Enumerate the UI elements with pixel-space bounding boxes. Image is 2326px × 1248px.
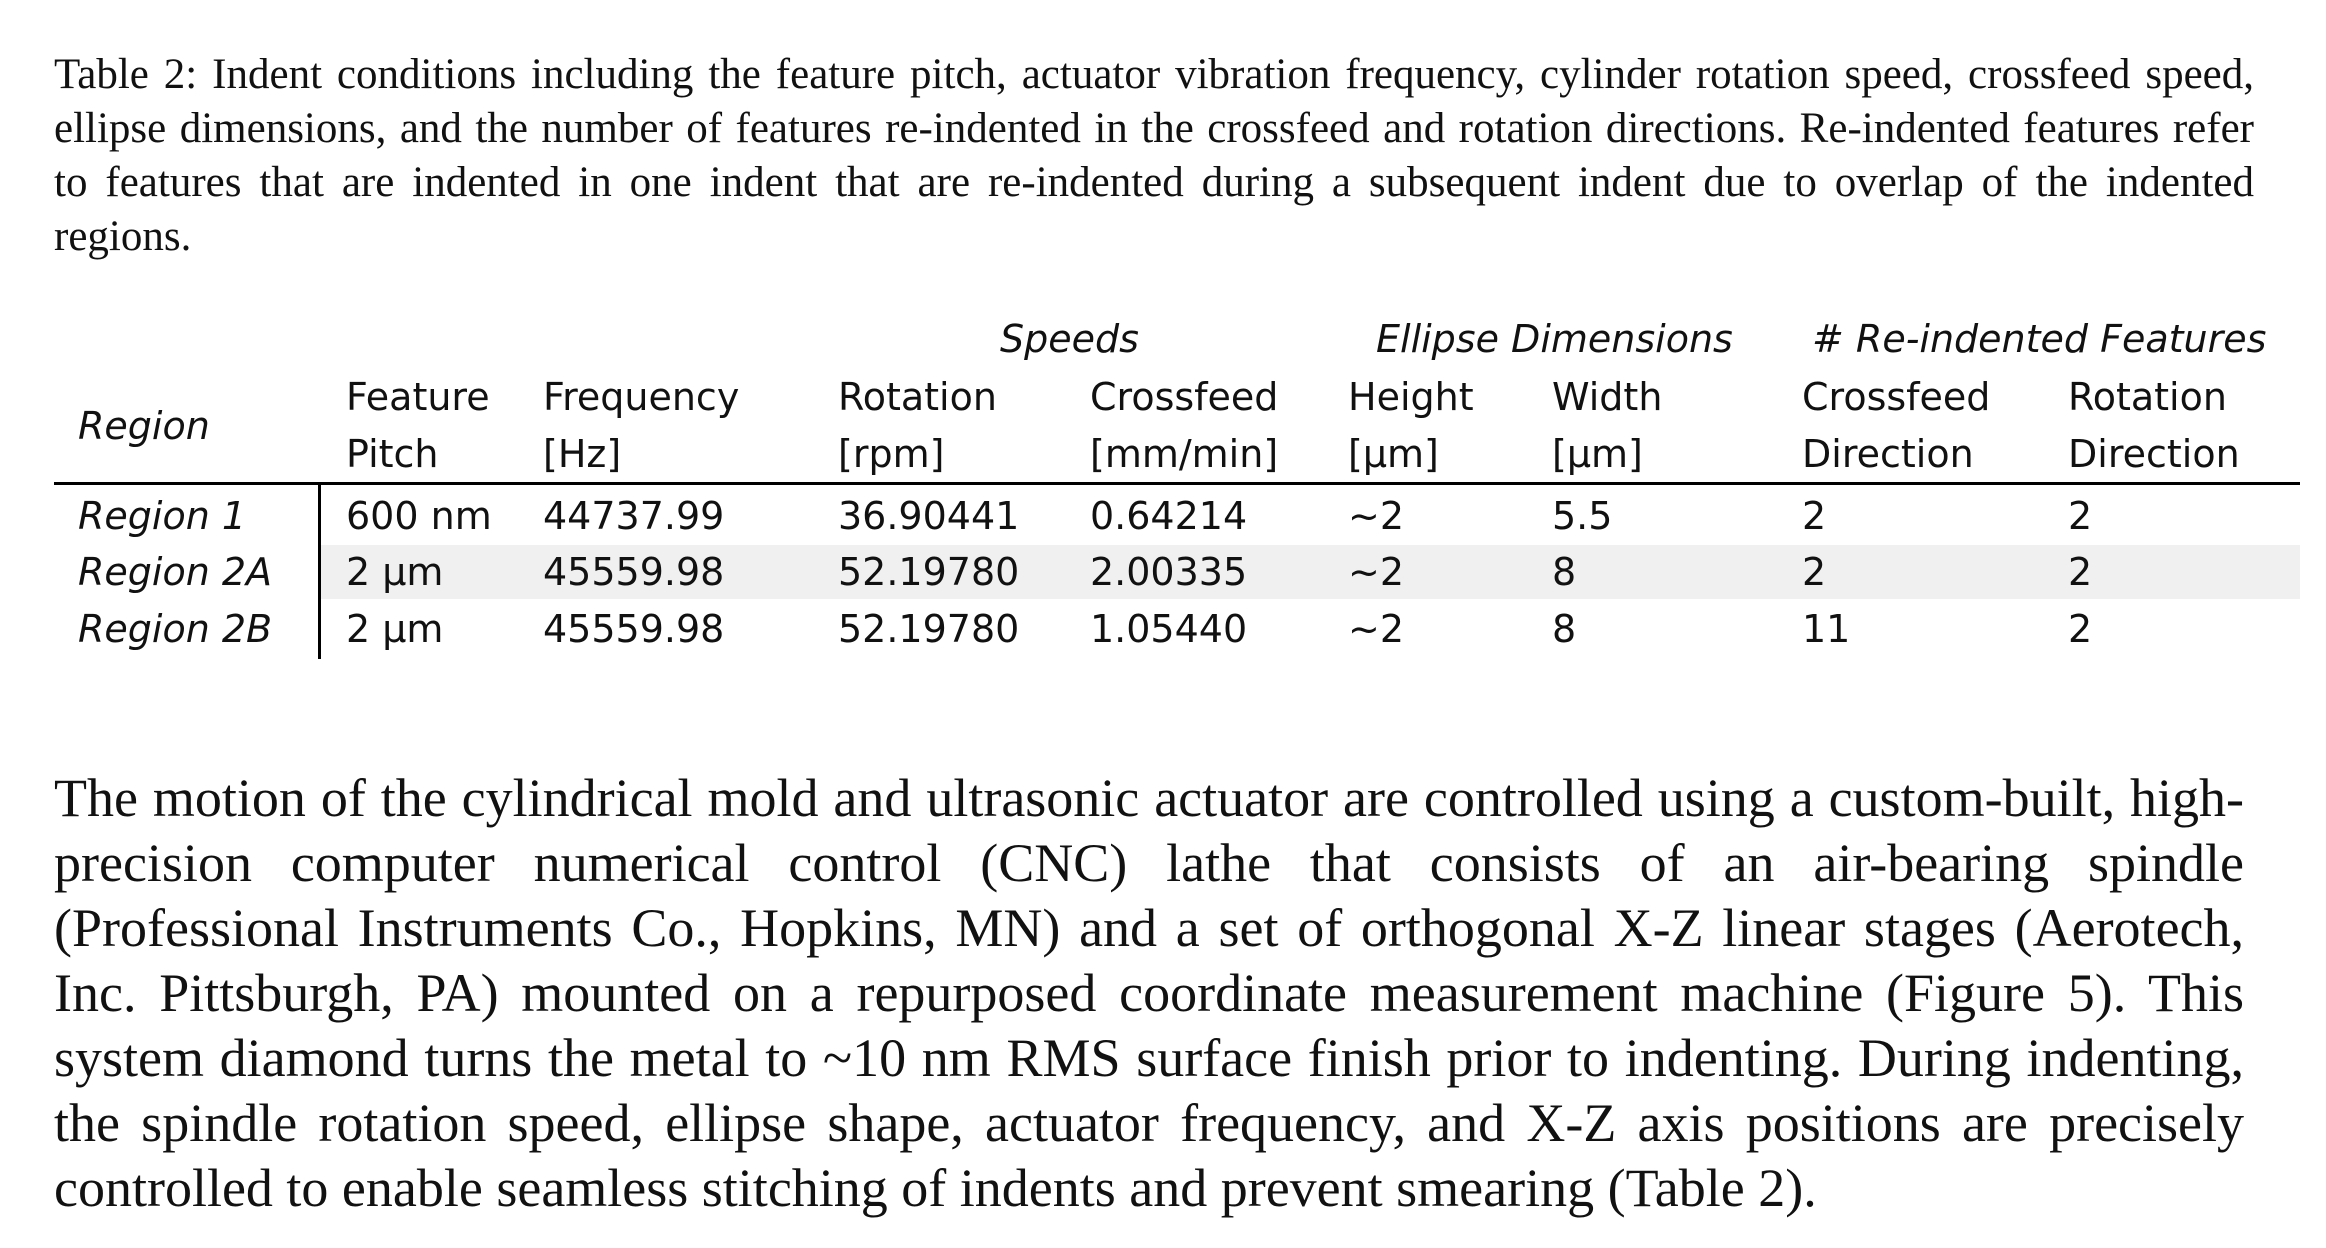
table-row-3-crossfeed: 1.05440 bbox=[1090, 607, 1248, 651]
table-row-2-pitch: 2 µm bbox=[346, 550, 444, 594]
table-row-2-rotation: 52.19780 bbox=[838, 550, 1020, 594]
column-header-width-line2: [µm] bbox=[1552, 432, 1643, 476]
table-row-1-width: 5.5 bbox=[1552, 494, 1613, 538]
table-row-2-width: 8 bbox=[1552, 550, 1577, 594]
table-row-2-rotation-direction: 2 bbox=[2068, 550, 2093, 594]
table-row-3-rotation-direction: 2 bbox=[2068, 607, 2093, 651]
column-header-crossfeed-direction-line1: Crossfeed bbox=[1802, 375, 1991, 419]
column-header-rotation-line2: [rpm] bbox=[838, 432, 945, 476]
column-header-rotation-direction-line2: Direction bbox=[2068, 432, 2240, 476]
header-rule bbox=[54, 482, 2300, 485]
table-row-1-rotation: 36.90441 bbox=[838, 494, 1020, 538]
table-row-2-crossfeed-direction: 2 bbox=[1802, 550, 1827, 594]
column-header-crossfeed-line1: Crossfeed bbox=[1090, 375, 1279, 419]
table-row-2-height: ~2 bbox=[1348, 550, 1405, 594]
indent-conditions-table: Speeds Ellipse Dimensions # Re-indented … bbox=[54, 317, 2300, 659]
body-paragraph: The motion of the cylindrical mold and u… bbox=[54, 768, 2244, 1218]
column-header-height-line2: [µm] bbox=[1348, 432, 1439, 476]
table-row-3-pitch: 2 µm bbox=[346, 607, 444, 651]
table-caption: Table 2: Indent conditions including the… bbox=[54, 51, 2254, 260]
table-row-3-rotation: 52.19780 bbox=[838, 607, 1020, 651]
column-header-rotation-line1: Rotation bbox=[838, 375, 997, 419]
group-header-reindented: # Re-indented Features bbox=[1812, 317, 2267, 361]
table-row-2-frequency: 45559.98 bbox=[543, 550, 725, 594]
column-header-frequency-line2: [Hz] bbox=[543, 432, 622, 476]
column-header-pitch-line1: Feature bbox=[346, 375, 490, 419]
group-header-ellipse: Ellipse Dimensions bbox=[1376, 317, 1733, 361]
column-header-region: Region bbox=[78, 404, 210, 448]
table-row-2-region: Region 2A bbox=[78, 550, 273, 594]
table-row-1-pitch: 600 nm bbox=[346, 494, 492, 538]
group-header-speeds: Speeds bbox=[1000, 317, 1139, 361]
table-row-2-crossfeed: 2.00335 bbox=[1090, 550, 1248, 594]
column-header-crossfeed-direction-line2: Direction bbox=[1802, 432, 1974, 476]
table-row-3-width: 8 bbox=[1552, 607, 1577, 651]
column-header-crossfeed-line2: [mm/min] bbox=[1090, 432, 1279, 476]
column-header-rotation-direction-line1: Rotation bbox=[2068, 375, 2227, 419]
column-header-frequency-line1: Frequency bbox=[543, 375, 740, 419]
column-header-width-line1: Width bbox=[1552, 375, 1663, 419]
column-header-pitch-line2: Pitch bbox=[346, 432, 439, 476]
table-row-1-frequency: 44737.99 bbox=[543, 494, 725, 538]
table-row-1-height: ~2 bbox=[1348, 494, 1405, 538]
table-row-3-frequency: 45559.98 bbox=[543, 607, 725, 651]
table-row-1-region: Region 1 bbox=[78, 494, 247, 538]
table-row-shading bbox=[321, 545, 2300, 599]
table-row-1-rotation-direction: 2 bbox=[2068, 494, 2093, 538]
region-column-divider bbox=[318, 484, 321, 659]
table-row-1-crossfeed: 0.64214 bbox=[1090, 494, 1248, 538]
column-header-height-line1: Height bbox=[1348, 375, 1474, 419]
table-row-3-crossfeed-direction: 11 bbox=[1802, 607, 1851, 651]
table-row-1-crossfeed-direction: 2 bbox=[1802, 494, 1827, 538]
table-row-3-region: Region 2B bbox=[78, 607, 273, 651]
table-row-3-height: ~2 bbox=[1348, 607, 1405, 651]
